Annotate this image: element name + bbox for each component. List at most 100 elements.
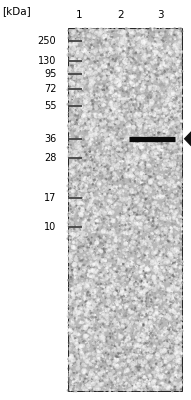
Point [100,328,103,335]
Point [81,75,84,81]
Point [143,282,146,289]
Point [124,61,127,67]
Point [73,279,76,286]
Point [106,219,109,226]
Point [86,346,89,352]
Point [171,93,174,100]
Point [124,70,127,76]
Point [102,34,105,40]
Point [97,355,100,362]
Point [139,66,142,72]
Point [101,68,104,74]
Point [178,386,181,392]
Point [137,341,140,347]
Point [120,35,123,42]
Point [101,101,104,108]
Point [159,35,163,41]
Point [131,74,134,81]
Point [143,375,146,381]
Point [84,204,87,211]
Point [116,256,119,262]
Point [123,237,126,243]
Point [85,98,88,104]
Point [109,176,112,182]
Point [153,175,156,182]
Point [81,88,84,94]
Point [108,239,111,245]
Point [125,230,128,236]
Point [132,39,135,46]
Point [104,31,108,38]
Point [74,361,78,367]
Point [169,308,172,314]
Point [159,32,162,39]
Point [145,387,148,394]
Point [74,379,77,386]
Point [124,291,127,297]
Point [128,196,131,202]
Point [131,36,134,42]
Point [132,335,135,342]
Point [166,246,169,252]
Point [178,69,181,75]
Point [126,172,129,179]
Point [95,231,98,237]
Point [97,205,100,211]
Point [108,190,111,196]
Point [101,365,104,372]
Point [156,364,159,370]
Point [154,262,157,268]
Point [123,167,126,173]
Point [130,92,133,98]
Point [101,354,104,360]
Point [138,360,141,366]
Point [107,93,110,100]
Point [75,340,78,346]
Point [94,339,97,346]
Point [132,164,135,171]
Point [138,128,141,134]
Point [81,114,84,120]
Point [104,161,107,168]
Point [75,107,78,113]
Point [114,120,117,126]
Point [140,195,143,201]
Point [160,270,163,276]
Point [110,277,113,284]
Point [101,269,104,275]
Point [93,316,96,322]
Point [107,202,110,208]
Point [167,140,170,146]
Point [124,216,127,223]
Point [178,79,181,86]
Point [133,329,136,335]
Point [171,324,174,331]
Point [144,60,147,67]
Point [104,33,107,39]
Point [80,231,83,238]
Point [112,134,115,141]
Point [149,330,152,337]
Point [155,33,158,39]
Point [159,51,162,58]
Point [161,275,164,281]
Point [103,139,106,146]
Point [156,324,159,331]
Point [123,36,126,42]
Point [162,251,165,258]
Point [179,316,182,322]
Point [128,212,131,219]
Point [105,50,108,57]
Point [85,27,88,34]
Point [118,223,121,229]
Point [151,367,155,373]
Point [87,182,90,189]
Point [179,286,182,292]
Point [164,28,167,35]
Point [69,117,72,123]
Point [148,283,151,290]
Point [101,157,104,164]
Point [106,307,109,313]
Point [70,77,73,84]
Point [93,269,96,276]
